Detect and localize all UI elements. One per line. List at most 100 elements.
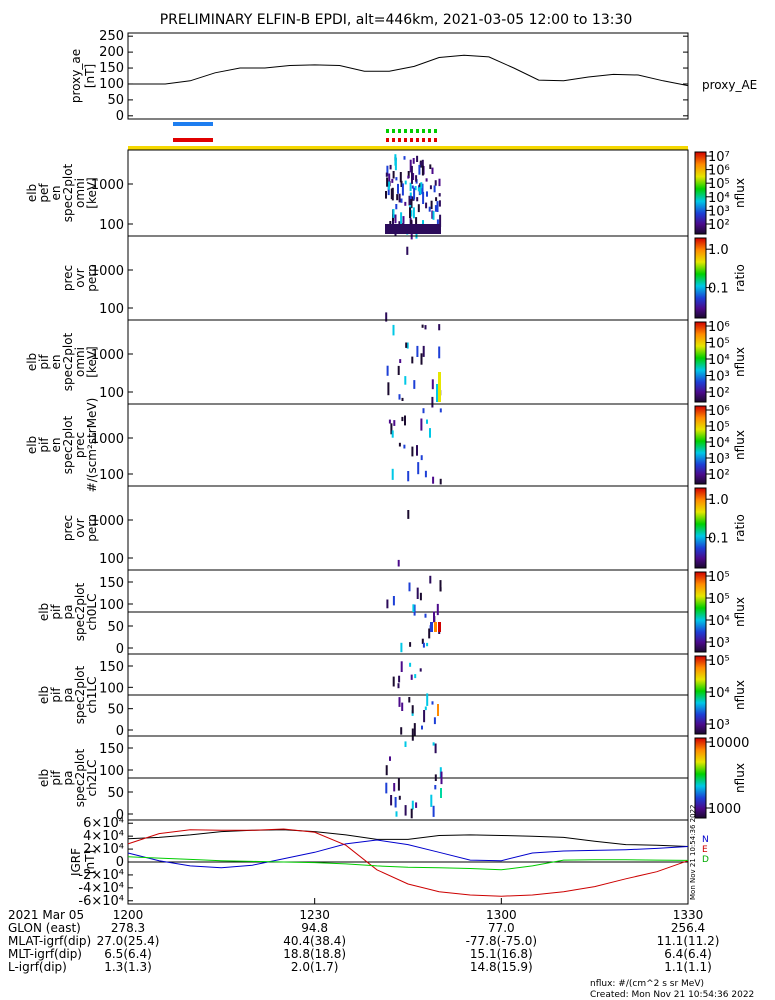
spectrogram-cell: [431, 396, 434, 408]
tick-label: 1000: [91, 432, 124, 447]
ae-tick-label: 200: [99, 45, 124, 60]
spectrogram-cell: [434, 774, 437, 781]
ylabel-line: elb: [25, 353, 39, 371]
spectrogram-cell: [416, 345, 419, 357]
spectrogram-cell: [404, 805, 407, 816]
tick-label: 100: [99, 681, 124, 696]
spectrogram-cell: [422, 191, 425, 204]
colorbar-label: nflux: [733, 763, 747, 793]
science-zone-bars: [128, 122, 688, 150]
colorbar-gradient: [694, 487, 707, 569]
colorbar-tick-label: 10³: [708, 636, 730, 651]
colorbar-tick-label: 10⁴: [708, 436, 730, 451]
spectrogram-cell: [410, 210, 413, 217]
spectrogram-cell: [429, 185, 432, 190]
spectrogram-cell: [401, 183, 404, 196]
ephemeris-value: 1.1(1.1): [664, 960, 712, 974]
spectrogram-cell: [390, 423, 393, 435]
colorbar-tick-label: 10²: [708, 468, 730, 483]
spectrogram-cell: [397, 365, 400, 375]
spectrogram-cell: [409, 662, 412, 667]
spectrogram-cell: [410, 165, 413, 174]
spectrogram-cell: [439, 478, 442, 485]
igrf-tick-label: 0: [116, 855, 124, 870]
spectrogram-cell: [416, 445, 418, 456]
tick-label: 1000: [91, 514, 124, 529]
spectrogram-cell: [429, 164, 432, 169]
spectrogram-cell: [388, 419, 391, 424]
spectrogram-cell: [395, 204, 398, 210]
spectrogram-cell: [432, 742, 435, 746]
colorbar-tick-label: 1.0: [708, 243, 729, 258]
spectrogram-cell: [400, 727, 403, 735]
ylabel-line: elb: [37, 769, 51, 787]
spectrogram-cell: [419, 161, 422, 166]
spectrogram-cell: [415, 175, 418, 182]
colorbar-tick-label: 10000: [708, 736, 749, 751]
spectrogram-cell: [421, 165, 424, 176]
x-tick-label: 1300: [486, 908, 517, 922]
spectrogram-cell: [410, 196, 413, 209]
spectrogram-cell: [403, 156, 406, 160]
tick-label: 0: [116, 724, 124, 739]
colorbar-gradient: [694, 151, 707, 235]
spectrogram-cell: [432, 476, 435, 484]
ylabel-line: pa: [61, 688, 75, 703]
x-tick-label: 1330: [673, 908, 704, 922]
spectrogram-cell: [403, 444, 406, 449]
ae-tick-label: 100: [99, 77, 124, 92]
colorbar-tick-label: 10⁶: [708, 404, 730, 419]
proxy-ae-ylabel-2: [nT]: [83, 64, 97, 88]
spectrogram-cell: [399, 172, 402, 183]
spectrogram-cell: [411, 446, 414, 457]
ylabel-line: elb: [37, 603, 51, 621]
colorbar-tick-label: 10³: [708, 718, 730, 733]
ephemeris-value: 77.0: [488, 921, 515, 935]
spectrogram-cell: [422, 408, 425, 414]
tick-label: 1000: [91, 348, 124, 363]
ylabel-line: spec2plot: [73, 665, 87, 724]
ylabel-line: pif: [49, 604, 63, 620]
spectrogram-cell: [419, 592, 422, 601]
spectrogram-cell: [433, 185, 436, 193]
ylabel-line: ch1LC: [85, 677, 99, 714]
eph-label-glon: GLON (east): [8, 921, 81, 935]
spectrogram-cell: [412, 158, 415, 164]
spectrogram-cell: [428, 628, 431, 639]
tick-label: 100: [99, 302, 124, 317]
colorbar-gradient: [694, 321, 707, 403]
ephemeris-value: 15.1(16.8): [470, 947, 533, 961]
spectrogram-cell: [431, 701, 434, 705]
spectrogram-cell: [408, 582, 411, 592]
ae-tick-label: 0: [116, 109, 124, 124]
proxy-ae-ylabel-1: proxy_ae: [69, 49, 83, 103]
spectrogram-cell: [412, 207, 415, 219]
x-tick-label: 1230: [299, 908, 330, 922]
spectrogram-cell: [416, 197, 419, 202]
ephemeris-value: 40.4(38.4): [283, 934, 346, 948]
spectrogram-cell: [435, 197, 438, 202]
spectrogram-cell: [389, 756, 391, 761]
panel-frame: [127, 319, 689, 405]
colorbar-label: ratio: [733, 264, 747, 292]
colorbar-tick-label: 10²: [708, 218, 730, 233]
spectrogram-cell: [404, 741, 407, 747]
spectrogram-cell: [409, 642, 412, 647]
ephemeris-value: 278.3: [111, 921, 145, 935]
spectrogram-cell: [395, 811, 398, 817]
spectrogram-cell: [385, 782, 388, 794]
spectrogram-cell: [438, 346, 441, 359]
spectrogram-cell: [419, 183, 422, 188]
igrf-legend-D: D: [702, 855, 709, 865]
colorbar-tick-label: 10⁴: [708, 614, 730, 629]
spectrogram-cell: [438, 200, 441, 207]
tick-label: 150: [99, 742, 124, 757]
igrf-tick-label: 2×10⁴: [83, 842, 124, 857]
spectrogram-cell: [397, 559, 400, 567]
